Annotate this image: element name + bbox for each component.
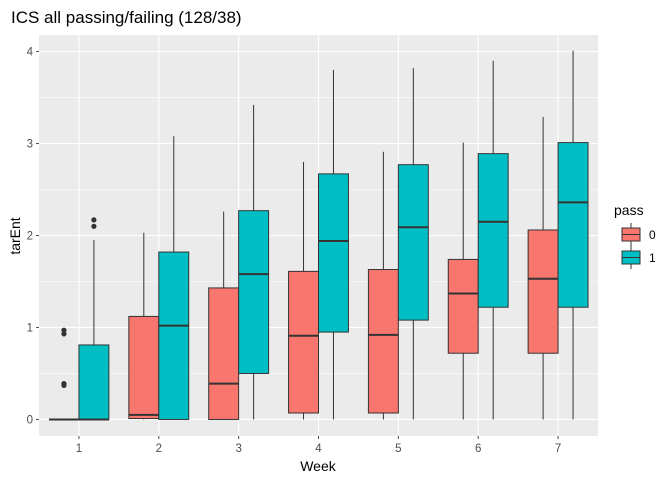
y-tick-label: 0: [27, 414, 33, 426]
legend: pass 0 1: [614, 202, 656, 269]
iqr-box: [447, 258, 479, 354]
outlier-point: [91, 223, 97, 229]
box-week-2-pass-1: [158, 136, 190, 420]
y-tick-label: 2: [27, 231, 33, 243]
x-axis: 1 2 3 4 5 6 7: [76, 436, 561, 455]
y-tick-label: 3: [27, 139, 33, 151]
box-week-7-pass-0: [527, 116, 559, 420]
legend-label-0: 0: [649, 228, 656, 242]
outlier-point: [61, 327, 67, 333]
box-week-4-pass-1: [318, 69, 349, 420]
x-tick-label: 2: [156, 443, 162, 455]
box-week-5-pass-1: [397, 68, 429, 420]
box-week-6-pass-1: [477, 60, 509, 420]
box-week-1-pass-1: [78, 217, 110, 421]
outlier-point: [61, 382, 67, 389]
outlier-point: [91, 217, 97, 223]
iqr-box: [128, 315, 160, 420]
y-tick-label: 4: [27, 47, 34, 59]
iqr-box: [367, 269, 399, 414]
iqr-box: [527, 229, 559, 354]
box-week-3-pass-1: [238, 104, 270, 420]
iqr-box: [397, 164, 429, 321]
chart-title: ICS all passing/failing (128/38): [11, 8, 242, 27]
legend-label-1: 1: [649, 251, 656, 265]
legend-title: pass: [614, 202, 644, 218]
iqr-box: [238, 210, 270, 374]
y-tick-label: 1: [27, 322, 33, 334]
iqr-box: [557, 142, 589, 308]
x-tick-label: 5: [395, 443, 401, 455]
box-week-2-pass-0: [128, 232, 160, 420]
box-week-6-pass-0: [447, 142, 479, 420]
box-week-7-pass-1: [557, 50, 589, 420]
iqr-box: [318, 173, 349, 333]
x-axis-title: Week: [300, 458, 337, 474]
outlier-point: [61, 331, 67, 337]
x-tick-label: 3: [235, 443, 241, 455]
x-tick-label: 1: [76, 443, 82, 455]
x-tick-label: 6: [475, 443, 481, 455]
x-tick-label: 7: [555, 443, 561, 455]
box-week-5-pass-0: [367, 151, 399, 420]
iqr-box: [78, 344, 110, 420]
box-layer: [48, 50, 589, 421]
iqr-box: [158, 251, 190, 420]
iqr-box: [288, 270, 319, 414]
legend-key-0: [621, 223, 641, 246]
iqr-box: [208, 287, 240, 420]
box-week-3-pass-0: [208, 211, 240, 420]
y-axis-title: tarEnt: [7, 217, 23, 254]
x-tick-label: 4: [315, 443, 322, 455]
box-week-1-pass-0: [48, 327, 79, 421]
box-week-4-pass-0: [288, 161, 319, 420]
legend-key-1: [621, 246, 641, 269]
iqr-box: [477, 153, 509, 308]
y-axis: 0 1 2 3 4: [27, 47, 39, 426]
